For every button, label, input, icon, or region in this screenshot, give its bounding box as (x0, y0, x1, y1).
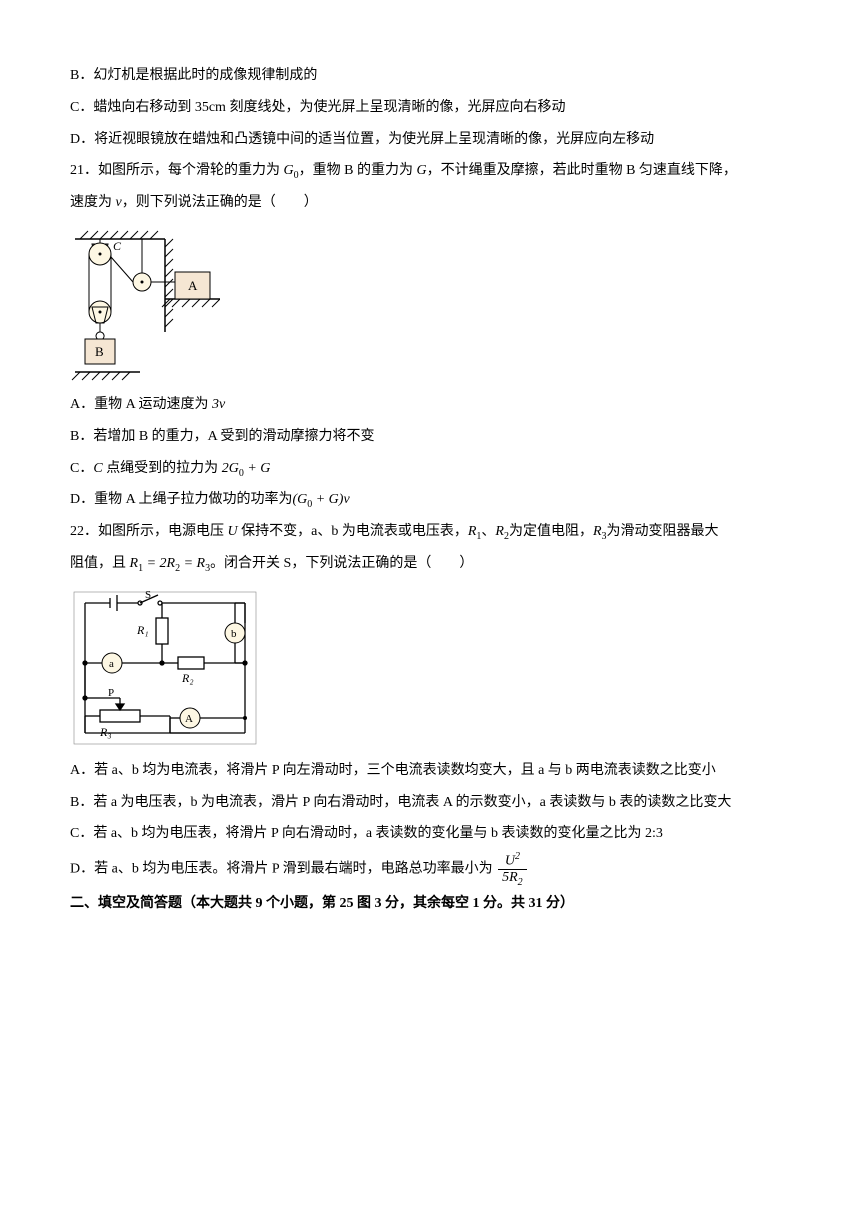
q21-option-c: C．C 点绳受到的拉力为 2G0 + G (70, 454, 800, 485)
option-c: C．蜡烛向右移动到 35cm 刻度线处，为使光屏上呈现清晰的像，光屏应向右移动 (70, 93, 800, 124)
fraction: U25R2 (498, 851, 527, 888)
text: ，重物 B 的重力为 (299, 163, 417, 178)
text: 点绳受到的拉力为 (103, 461, 222, 476)
text: 速度为 (70, 195, 116, 210)
text: 保持不变，a、b 为电流表或电压表， (238, 524, 468, 539)
q22-option-a: A．若 a、b 均为电流表，将滑片 P 向左滑动时，三个电流表读数均变大，且 a… (70, 756, 800, 787)
label-p: P (108, 687, 114, 699)
text: ，则下列说法正确的是（ ） (122, 195, 318, 210)
denominator: 5R2 (498, 870, 527, 888)
label-r1: R₁ (136, 623, 149, 637)
q21-stem-line1: 21．如图所示，每个滑轮的重力为 G0，重物 B 的重力为 G，不计绳重及摩擦，… (70, 156, 800, 187)
text: 21．如图所示，每个滑轮的重力为 (70, 163, 284, 178)
var-r3: R (593, 524, 602, 539)
var-g0: G (284, 163, 294, 178)
expr: (G (292, 492, 307, 507)
label-a: A (188, 278, 198, 293)
expr: 3v (212, 397, 225, 412)
sep: 、 (481, 524, 495, 539)
meter-A-label: A (185, 713, 193, 725)
text: D．重物 A 上绳子拉力做功的功率为 (70, 492, 292, 507)
text: A．重物 A 运动速度为 (70, 397, 212, 412)
var-u: U (228, 524, 238, 539)
var-c: C (93, 461, 102, 476)
text: D．若 a、b 均为电压表。将滑片 P 滑到最右端时，电路总功率最小为 (70, 862, 496, 877)
q21-stem-line2: 速度为 v，则下列说法正确的是（ ） (70, 188, 800, 219)
eq2: = 2R (143, 556, 175, 571)
q22-option-b: B．若 a 为电压表，b 为电流表，滑片 P 向右滑动时，电流表 A 的示数变小… (70, 788, 800, 819)
text: ，不计绳重及摩擦，若此时重物 B 匀速直线下降， (427, 163, 737, 178)
text: 22．如图所示，电源电压 (70, 524, 228, 539)
q21-option-b: B．若增加 B 的重力，A 受到的滑动摩擦力将不变 (70, 422, 800, 453)
text: 。闭合开关 S，下列说法正确的是（ ） (210, 556, 473, 571)
label-r3: R₃ (99, 725, 112, 739)
option-b: B．幻灯机是根据此时的成像规律制成的 (70, 61, 800, 92)
q21-option-a: A．重物 A 运动速度为 3v (70, 390, 800, 421)
var-g: G (416, 163, 426, 178)
plus: + G (244, 461, 271, 476)
expr: 2G (222, 461, 239, 476)
option-d: D．将近视眼镜放在蜡烛和凸透镜中间的适当位置，为使光屏上呈现清晰的像，光屏应向左… (70, 125, 800, 156)
text: 为滑动变阻器最大 (607, 524, 719, 539)
eq3: = R (180, 556, 205, 571)
var-r2: R (495, 524, 504, 539)
q21-diagram: C A B (70, 227, 800, 382)
label-c: C (113, 239, 122, 253)
label-s: S (145, 589, 151, 601)
text: 为定值电阻， (509, 524, 593, 539)
meter-a-label: a (109, 658, 114, 670)
q22-stem-line1: 22．如图所示，电源电压 U 保持不变，a、b 为电流表或电压表，R1、R2为定… (70, 517, 800, 548)
q22-option-c: C．若 a、b 均为电压表，将滑片 P 向右滑动时，a 表读数的变化量与 b 表… (70, 819, 800, 850)
label-r2: R₂ (181, 671, 194, 685)
eq: R (130, 556, 139, 571)
section-2-heading: 二、填空及简答题（本大题共 9 个小题，第 25 图 3 分，其余每空 1 分。… (70, 889, 800, 920)
q22-diagram: a b A S R₁ R₂ R₃ P (70, 588, 800, 748)
expr2: + G)v (312, 492, 349, 507)
q21-option-d: D．重物 A 上绳子拉力做功的功率为(G0 + G)v (70, 485, 800, 516)
meter-b-label: b (231, 628, 237, 640)
text: C． (70, 461, 93, 476)
label-b: B (95, 344, 104, 359)
text: 阻值，且 (70, 556, 130, 571)
q22-stem-line2: 阻值，且 R1 = 2R2 = R3。闭合开关 S，下列说法正确的是（ ） (70, 549, 800, 580)
q22-option-d: D．若 a、b 均为电压表。将滑片 P 滑到最右端时，电路总功率最小为 U25R… (70, 851, 800, 888)
numerator: U2 (498, 851, 527, 870)
